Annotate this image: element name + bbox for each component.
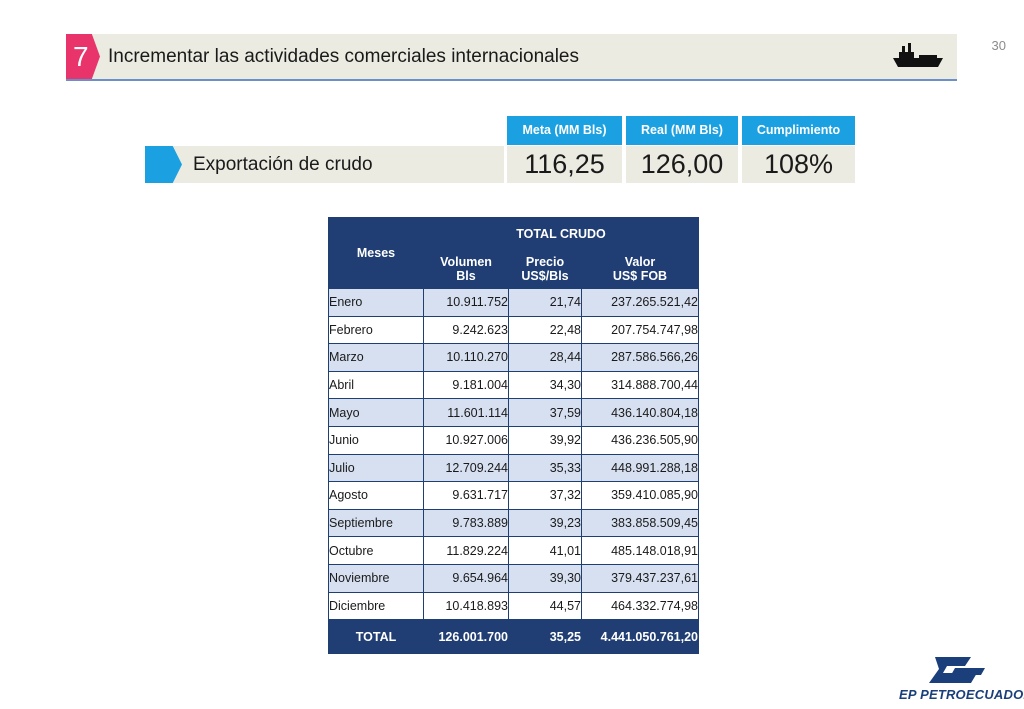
petroecuador-logo: EP PETROECUADOR — [895, 655, 1024, 702]
month-cell: Junio — [328, 425, 424, 455]
valor-cell: 448.991.288,18 — [581, 453, 699, 483]
export-label: Exportación de crudo — [193, 154, 373, 175]
month-cell: Noviembre — [328, 563, 424, 593]
section-number-badge: 7 — [66, 34, 100, 79]
precio-cell: 35,33 — [508, 453, 582, 483]
table-row: Marzo 10.110.270 28,44 287.586.566,26 — [328, 343, 699, 372]
precio-cell: 21,74 — [508, 288, 582, 317]
valor-cell: 359.410.085,90 — [581, 481, 699, 510]
table-row: Mayo 11.601.114 37,59 436.140.804,18 — [328, 398, 699, 427]
valor-cell: 485.148.018,91 — [581, 536, 699, 565]
valor-cell: 436.140.804,18 — [581, 398, 699, 427]
chevron-right-icon — [145, 146, 182, 183]
table-row: Noviembre 9.654.964 39,30 379.437.237,61 — [328, 563, 699, 593]
header-valor-line2: US$ FOB — [612, 269, 668, 283]
header-bar: 7 Incrementar las actividades comerciale… — [66, 34, 957, 81]
table-row: Agosto 9.631.717 37,32 359.410.085,90 — [328, 481, 699, 510]
volumen-cell: 10.110.270 — [423, 343, 509, 372]
volumen-cell: 10.911.752 — [423, 288, 509, 317]
month-cell: Septiembre — [328, 508, 424, 538]
month-cell: Febrero — [328, 315, 424, 345]
total-label: TOTAL — [328, 619, 424, 655]
logo-text: EP PETROECUADOR — [899, 687, 1024, 702]
valor-cell: 287.586.566,26 — [581, 343, 699, 372]
month-cell: Enero — [328, 288, 424, 317]
precio-cell: 41,01 — [508, 536, 582, 565]
kpi-value-real: 126,00 — [626, 146, 738, 183]
header-volumen-line2: Bls — [456, 269, 476, 283]
petroecuador-logo-mark — [929, 657, 985, 683]
total-volumen: 126.001.700 — [423, 619, 509, 655]
page-title: Incrementar las actividades comerciales … — [108, 46, 580, 67]
month-cell: Marzo — [328, 343, 424, 372]
valor-cell: 314.888.700,44 — [581, 370, 699, 400]
month-cell: Abril — [328, 370, 424, 400]
header-precio-line2: US$/Bls — [521, 269, 569, 283]
total-valor: 4.441.050.761,20 — [581, 619, 699, 655]
kpi-value-meta: 116,25 — [507, 146, 622, 183]
volumen-cell: 10.418.893 — [423, 591, 509, 621]
volumen-cell: 9.242.623 — [423, 315, 509, 345]
header-valor: Valor US$ FOB — [581, 249, 699, 289]
volumen-cell: 9.654.964 — [423, 563, 509, 593]
month-cell: Octubre — [328, 536, 424, 565]
volumen-cell: 10.927.006 — [423, 425, 509, 455]
volumen-cell: 11.829.224 — [423, 536, 509, 565]
table-row: Febrero 9.242.623 22,48 207.754.747,98 — [328, 315, 699, 345]
precio-cell: 39,92 — [508, 425, 582, 455]
export-label-bar: Exportación de crudo — [145, 146, 504, 183]
kpi-value-cumplimiento: 108% — [742, 146, 855, 183]
table-row: Junio 10.927.006 39,92 436.236.505,90 — [328, 425, 699, 455]
header-valor-line1: Valor — [624, 255, 656, 269]
header-meses: Meses — [328, 217, 424, 289]
total-precio: 35,25 — [508, 619, 582, 655]
volumen-cell: 9.631.717 — [423, 481, 509, 510]
month-cell: Mayo — [328, 398, 424, 427]
valor-cell: 379.437.237,61 — [581, 563, 699, 593]
precio-cell: 44,57 — [508, 591, 582, 621]
valor-cell: 464.332.774,98 — [581, 591, 699, 621]
month-cell: Agosto — [328, 481, 424, 510]
header-precio: Precio US$/Bls — [508, 249, 582, 289]
valor-cell: 237.265.521,42 — [581, 288, 699, 317]
total-row: TOTAL 126.001.700 35,25 4.441.050.761,20 — [328, 619, 699, 655]
kpi-header-real: Real (MM Bls) — [626, 116, 738, 145]
valor-cell: 207.754.747,98 — [581, 315, 699, 345]
precio-cell: 37,32 — [508, 481, 582, 510]
volumen-cell: 9.783.889 — [423, 508, 509, 538]
precio-cell: 39,30 — [508, 563, 582, 593]
header-volumen-line1: Volumen — [440, 255, 492, 269]
month-cell: Julio — [328, 453, 424, 483]
table-row: Julio 12.709.244 35,33 448.991.288,18 — [328, 453, 699, 483]
page-number: 30 — [991, 38, 1006, 53]
precio-cell: 37,59 — [508, 398, 582, 427]
header-volumen: Volumen Bls — [423, 249, 509, 289]
valor-cell: 436.236.505,90 — [581, 425, 699, 455]
month-cell: Diciembre — [328, 591, 424, 621]
precio-cell: 34,30 — [508, 370, 582, 400]
kpi-header-cumplimiento: Cumplimiento — [742, 116, 855, 145]
volumen-cell: 12.709.244 — [423, 453, 509, 483]
volumen-cell: 11.601.114 — [423, 398, 509, 427]
header-total-crudo: TOTAL CRUDO — [423, 217, 699, 250]
precio-cell: 39,23 — [508, 508, 582, 538]
precio-cell: 28,44 — [508, 343, 582, 372]
crude-export-table: Meses TOTAL CRUDO Volumen Bls Precio US$… — [328, 217, 699, 655]
volumen-cell: 9.181.004 — [423, 370, 509, 400]
header-precio-line1: Precio — [525, 255, 565, 269]
table-row: Septiembre 9.783.889 39,23 383.858.509,45 — [328, 508, 699, 538]
table-row: Abril 9.181.004 34,30 314.888.700,44 — [328, 370, 699, 400]
table-row: Octubre 11.829.224 41,01 485.148.018,91 — [328, 536, 699, 565]
table-row: Enero 10.911.752 21,74 237.265.521,42 — [328, 288, 699, 317]
precio-cell: 22,48 — [508, 315, 582, 345]
ship-icon — [893, 43, 943, 67]
table-row: Diciembre 10.418.893 44,57 464.332.774,98 — [328, 591, 699, 621]
valor-cell: 383.858.509,45 — [581, 508, 699, 538]
kpi-header-meta: Meta (MM Bls) — [507, 116, 622, 145]
